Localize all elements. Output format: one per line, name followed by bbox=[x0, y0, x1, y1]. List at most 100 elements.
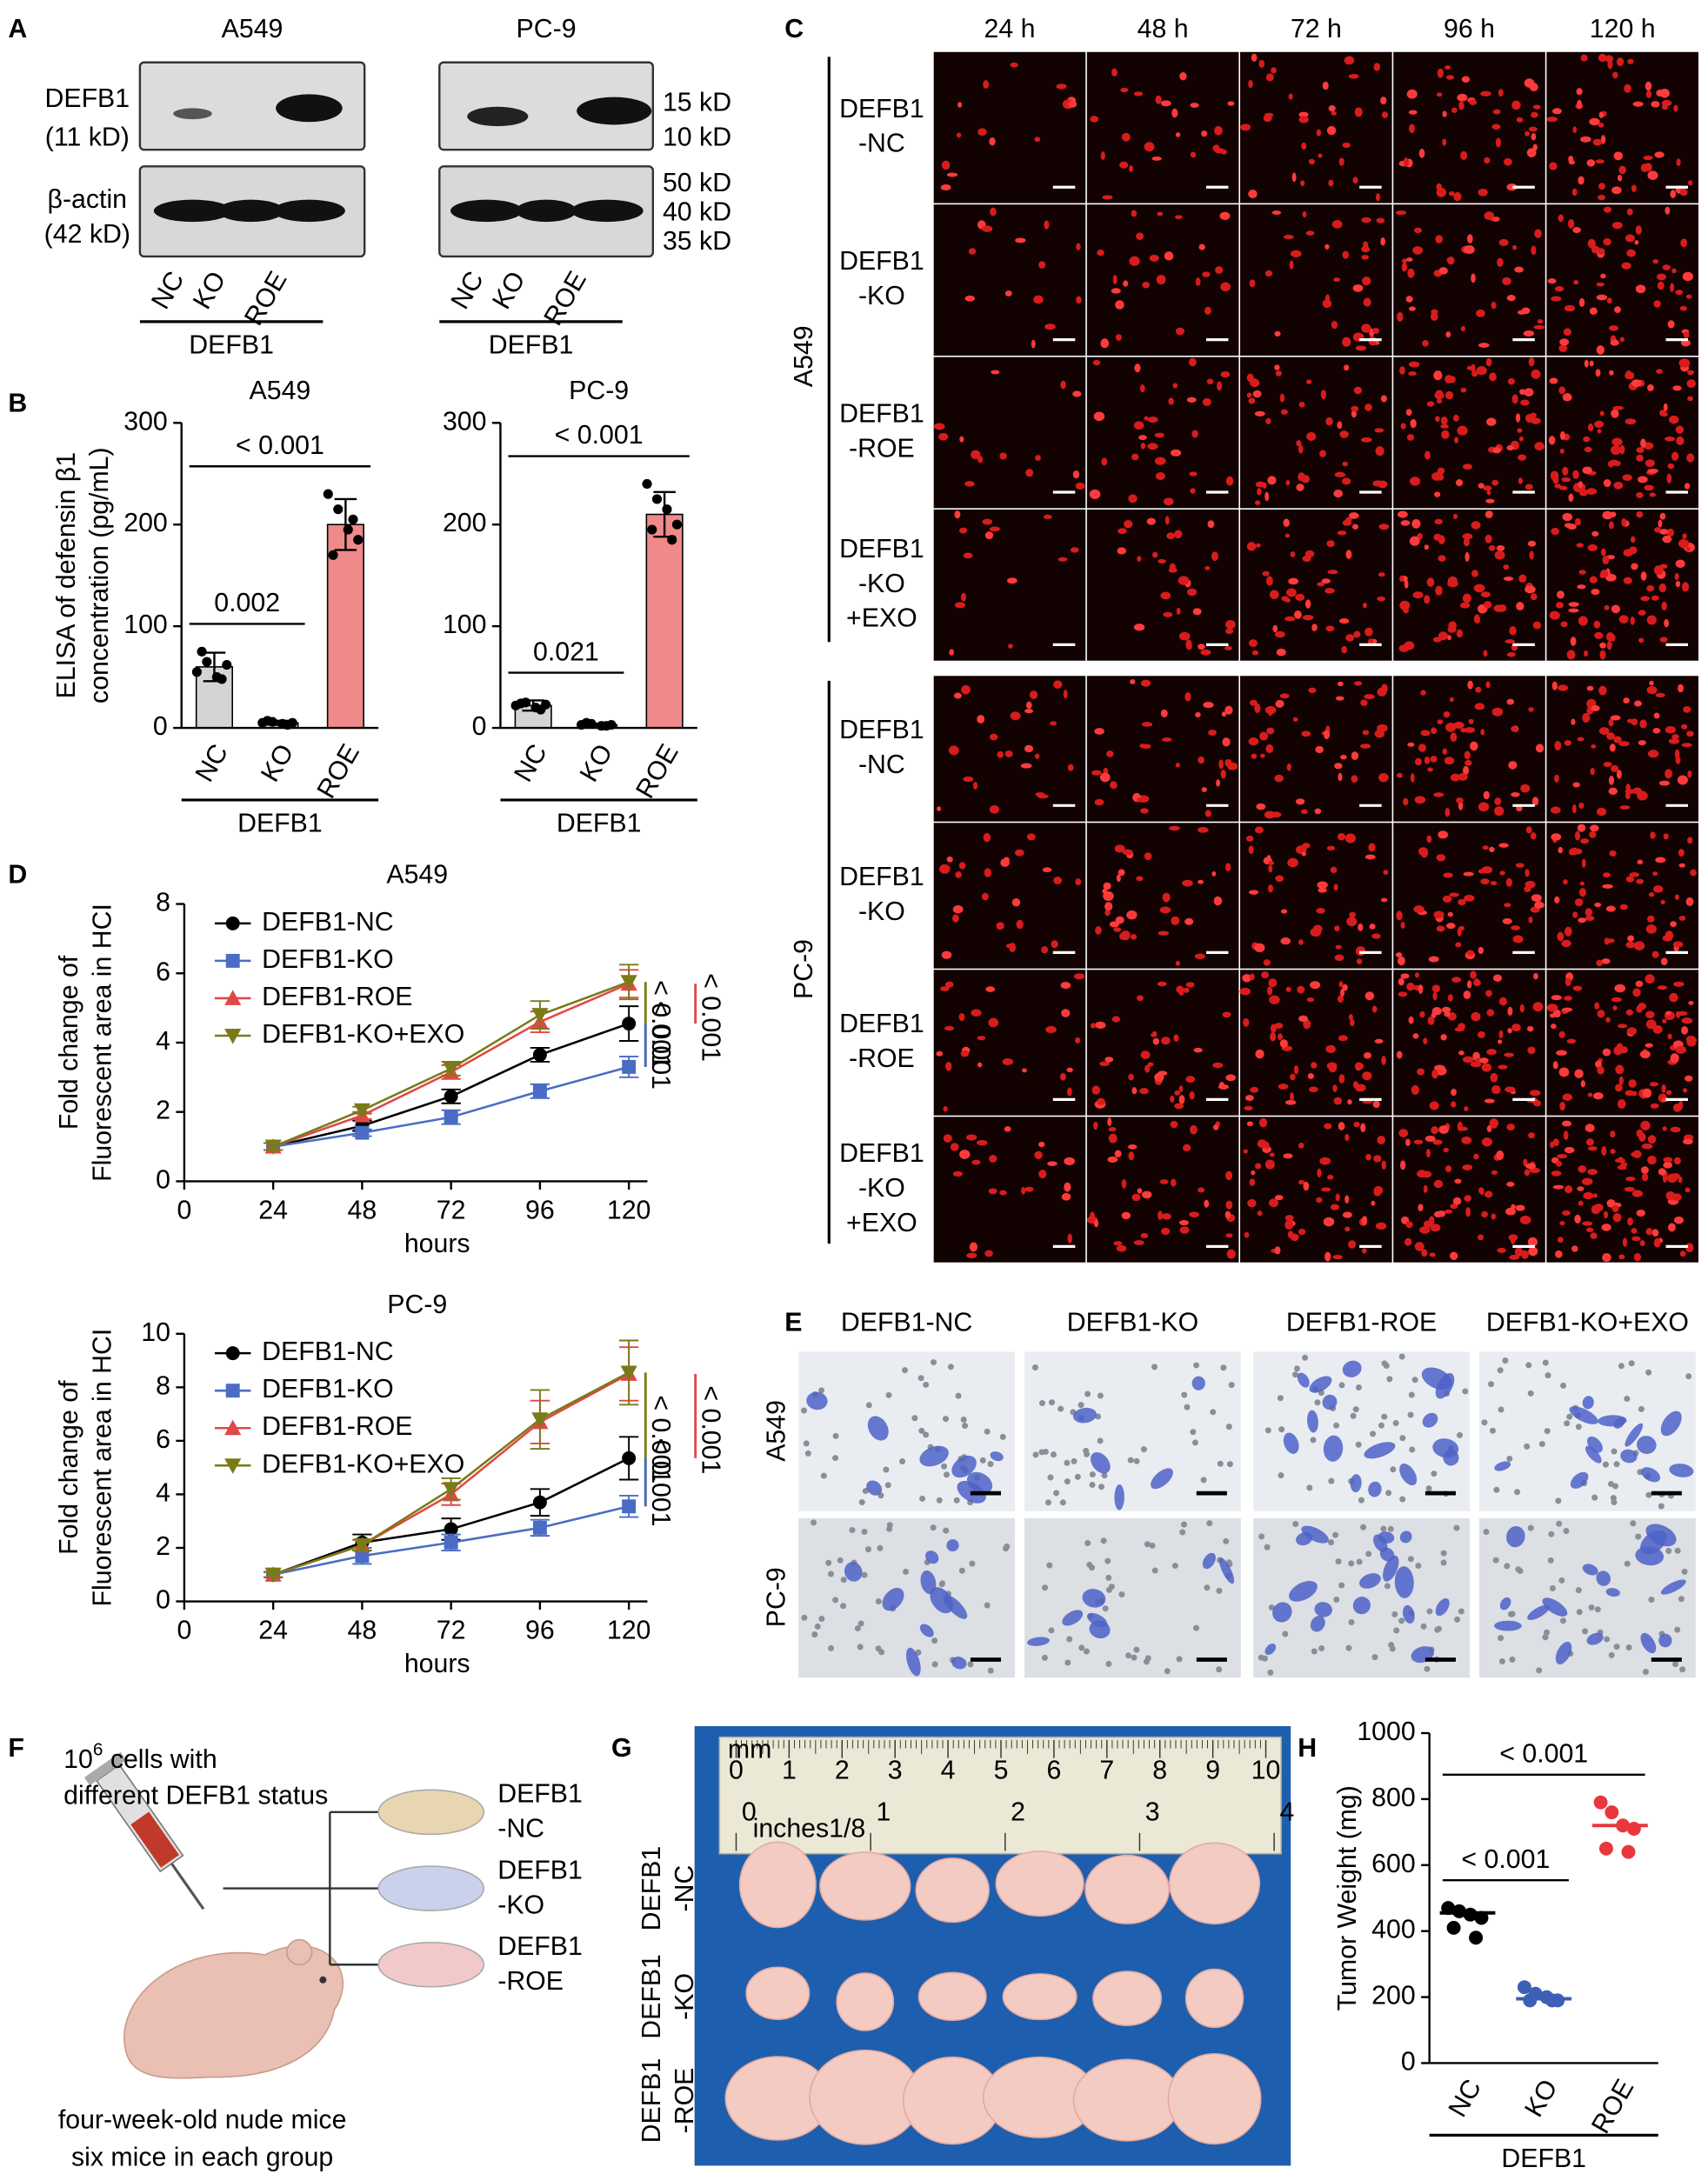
pore bbox=[1031, 1364, 1038, 1371]
cell bbox=[1596, 959, 1604, 967]
cell bbox=[1626, 208, 1633, 216]
cell bbox=[1325, 1044, 1336, 1053]
cell bbox=[1271, 811, 1282, 818]
cell bbox=[1179, 1226, 1190, 1234]
cell bbox=[972, 781, 978, 790]
data-point bbox=[197, 646, 207, 657]
pore bbox=[1164, 1668, 1171, 1675]
image-tile bbox=[1479, 1351, 1696, 1511]
cell bbox=[1666, 473, 1672, 483]
cell bbox=[1284, 1215, 1294, 1222]
fluorescence-image bbox=[1546, 51, 1698, 203]
group-label: -KO bbox=[497, 1891, 544, 1919]
cell bbox=[1675, 559, 1685, 569]
cell bbox=[1286, 588, 1297, 597]
cell bbox=[1606, 1199, 1616, 1208]
cell bbox=[1660, 957, 1668, 966]
cell bbox=[1024, 744, 1034, 753]
cell bbox=[1211, 551, 1219, 562]
cell bbox=[1147, 417, 1158, 423]
p-value-label: < 0.001 bbox=[646, 980, 675, 1069]
cell bbox=[1266, 727, 1275, 735]
cell bbox=[1556, 590, 1565, 599]
cell bbox=[1635, 980, 1644, 988]
pore bbox=[1498, 1657, 1505, 1664]
migrated-cell bbox=[1569, 1406, 1598, 1424]
pore bbox=[1089, 1470, 1096, 1477]
cell bbox=[1554, 896, 1560, 904]
cell bbox=[1094, 798, 1104, 806]
cell bbox=[1673, 1216, 1684, 1224]
fluorescence-image bbox=[1240, 204, 1392, 356]
cell bbox=[971, 450, 981, 460]
tumor bbox=[819, 1851, 911, 1921]
chart-title: PC-9 bbox=[569, 377, 629, 405]
cell bbox=[1604, 937, 1610, 945]
cell bbox=[1254, 704, 1261, 714]
transwell-image bbox=[1479, 1351, 1696, 1511]
cell bbox=[1511, 100, 1521, 110]
cell bbox=[1462, 1164, 1473, 1170]
cell bbox=[1685, 897, 1694, 906]
cell bbox=[1578, 481, 1584, 489]
cell bbox=[1578, 176, 1585, 185]
pore bbox=[1548, 1530, 1555, 1537]
cell bbox=[1483, 790, 1490, 800]
cell bbox=[1311, 1062, 1318, 1069]
cell bbox=[1317, 582, 1325, 587]
cell bbox=[1203, 702, 1214, 709]
migrated-cell bbox=[844, 1562, 863, 1582]
cell bbox=[1654, 151, 1665, 158]
pore bbox=[1133, 1457, 1140, 1464]
cell bbox=[1675, 580, 1681, 588]
cell bbox=[1113, 1241, 1123, 1246]
cell bbox=[1490, 1124, 1498, 1129]
cell bbox=[1184, 691, 1191, 702]
image-tile bbox=[933, 51, 1086, 203]
cell bbox=[1675, 1010, 1681, 1018]
cell bbox=[1337, 421, 1343, 430]
cell bbox=[1141, 722, 1153, 727]
cell bbox=[1318, 153, 1323, 158]
cell bbox=[1010, 62, 1018, 68]
cell bbox=[1308, 1086, 1318, 1093]
cell bbox=[1119, 161, 1129, 169]
cell bbox=[1344, 1133, 1350, 1142]
cell bbox=[1111, 68, 1118, 77]
pore bbox=[1216, 1666, 1223, 1673]
cell bbox=[1610, 339, 1619, 346]
cell bbox=[1429, 1216, 1435, 1226]
cell bbox=[1449, 376, 1456, 383]
pore bbox=[1489, 1427, 1496, 1434]
cell bbox=[1683, 331, 1690, 338]
cell bbox=[1380, 395, 1387, 403]
group-label: DEFB1 bbox=[557, 810, 642, 838]
cell bbox=[1432, 991, 1438, 1001]
data-point bbox=[1616, 1818, 1631, 1833]
cell bbox=[1638, 610, 1646, 617]
cell bbox=[1457, 927, 1462, 937]
y-tick-label: 4 bbox=[156, 1027, 170, 1056]
tumor bbox=[1002, 1973, 1078, 2021]
legend-label: DEFB1-ROE bbox=[262, 1412, 412, 1441]
cell bbox=[1127, 1144, 1138, 1150]
cell bbox=[1470, 1061, 1482, 1068]
pore bbox=[1032, 1451, 1039, 1458]
cell bbox=[1503, 564, 1510, 570]
cell bbox=[1604, 206, 1612, 213]
chart-title: A549 bbox=[386, 861, 448, 890]
cell bbox=[1470, 970, 1477, 979]
pore bbox=[917, 1375, 924, 1382]
cell bbox=[1551, 833, 1562, 841]
cell bbox=[1402, 258, 1408, 263]
cell bbox=[1518, 436, 1524, 442]
cell bbox=[1038, 1141, 1045, 1148]
cell bbox=[1430, 756, 1438, 763]
cell bbox=[1053, 680, 1063, 689]
x-tick-label: 96 bbox=[525, 1196, 555, 1224]
pore bbox=[1004, 1543, 1011, 1550]
pore bbox=[1576, 1609, 1583, 1616]
pore bbox=[1338, 1382, 1345, 1389]
cell bbox=[1352, 1081, 1359, 1089]
cell bbox=[1620, 1162, 1628, 1167]
